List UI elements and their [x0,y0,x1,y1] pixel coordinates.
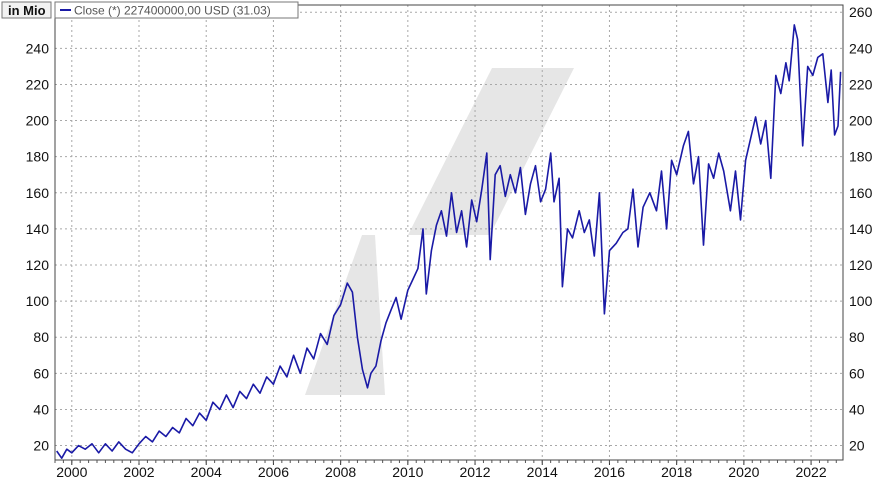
y-tick-label-right: 60 [849,365,865,381]
watermark-logo-lower [305,235,385,395]
series-line-close [56,24,842,459]
legend-label: Close (*) 227400000,00 USD (31.03) [74,4,271,18]
y-tick-label-right: 100 [849,293,873,309]
y-tick-label-right: 160 [849,185,873,201]
y-tick-label-right: 180 [849,149,873,165]
x-tick-label: 2010 [392,464,423,480]
y-tick-label-left: 160 [26,185,50,201]
y-tick-label-left: 100 [26,293,50,309]
watermark-logo-upper [408,68,574,235]
x-tick-label: 2014 [527,464,558,480]
legend-box: in Mio Close (*) 227400000,00 USD (31.03… [1,1,299,19]
unit-label: in Mio [8,3,46,18]
y-tick-label-right: 140 [849,221,873,237]
y-tick-label-right: 240 [849,40,873,56]
x-tick-label: 2004 [191,464,222,480]
y-tick-label-right: 220 [849,76,873,92]
unit-label-box [1,1,52,19]
y-tick-label-left: 120 [26,257,50,273]
y-tick-label-right: 80 [849,329,865,345]
y-tick-label-left: 20 [33,438,49,454]
y-tick-label-right: 40 [849,401,865,417]
y-tick-label-left: 40 [33,401,49,417]
y-tick-label-right: 20 [849,438,865,454]
y-tick-label-right: 200 [849,113,873,129]
x-tick-label: 2000 [56,464,87,480]
y-tick-label-left: 80 [33,329,49,345]
y-tick-label-right: 260 [849,4,873,20]
x-tick-label: 2018 [661,464,692,480]
x-tick-label: 2022 [795,464,826,480]
y-tick-label-left: 60 [33,365,49,381]
y-tick-label-left: 140 [26,221,50,237]
y-tick-label-left: 220 [26,76,50,92]
y-tick-label-left: 240 [26,40,50,56]
y-tick-label-right: 120 [849,257,873,273]
grid-lines [55,5,843,460]
y-tick-label-left: 180 [26,149,50,165]
x-tick-label: 2012 [459,464,490,480]
x-tick-label: 2016 [594,464,625,480]
y-tick-label-left: 200 [26,113,50,129]
x-tick-label: 2002 [123,464,154,480]
series-layer [56,24,842,459]
x-tick-label: 2006 [258,464,289,480]
x-tick-label: 2020 [728,464,759,480]
plot-frame [54,4,844,461]
legend-frame [54,1,299,19]
x-tick-label: 2008 [325,464,356,480]
